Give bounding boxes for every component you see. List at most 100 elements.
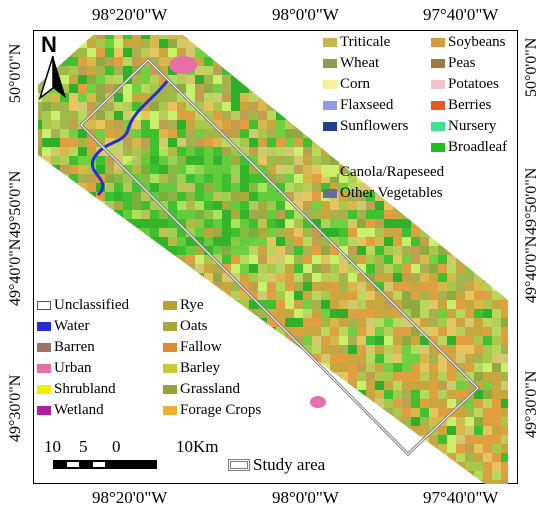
legend-item: Triticale	[323, 33, 408, 51]
legend-item: Broadleaf	[431, 138, 507, 156]
legend-label: Rye	[180, 297, 204, 313]
legend-label: Corn	[340, 76, 370, 92]
legend-item: Water	[37, 317, 129, 335]
legend-item: Barley	[163, 359, 261, 377]
legend-swatch	[323, 188, 337, 198]
legend-item: Soybeans	[431, 33, 507, 51]
legend-item: Oats	[163, 317, 261, 335]
left-latitude-label: 50°0'0"N	[7, 43, 24, 103]
legend-swatch	[431, 37, 445, 47]
legend-label: Water	[54, 318, 90, 334]
legend-swatch	[431, 142, 445, 152]
legend-label: Peas	[448, 55, 476, 71]
legend-item: Sunflowers	[323, 117, 408, 135]
left-latitude-label: 49°30'0"N	[7, 374, 24, 442]
legend-swatch	[163, 405, 177, 415]
legend-label: Urban	[54, 360, 92, 376]
legend-label: Nursery	[448, 118, 497, 134]
right-latitude-label: 49°50'0"N	[523, 167, 540, 235]
legend-label: Barren	[54, 339, 95, 355]
left-latitude-label: 49°50'0"N	[7, 170, 24, 238]
map-frame	[33, 30, 518, 484]
legend-item: Flaxseed	[323, 96, 408, 114]
legend-item: Peas	[431, 54, 507, 72]
right-latitude-label: 49°40'0"N	[523, 235, 540, 303]
top-longitude-label: 98°20'0"W	[92, 5, 168, 24]
legend-swatch	[323, 167, 337, 177]
legend-landcover: Unclassified Water Barren Urban Shrubland Wet…	[37, 296, 267, 426]
legend-label: Unclassified	[54, 297, 129, 313]
legend-item: Wetland	[37, 401, 129, 419]
legend-label: Flaxseed	[340, 97, 394, 113]
legend-swatch	[163, 321, 177, 331]
legend-swatch	[163, 384, 177, 394]
scale-label: 0	[112, 437, 121, 456]
legend-item: Forage Crops	[163, 401, 261, 419]
legend-label: Other Vegetables	[340, 185, 443, 201]
scale-bar: 10 5 0 10Km	[40, 437, 240, 477]
legend-swatch	[323, 58, 337, 68]
legend-swatch	[431, 121, 445, 131]
legend-swatch	[323, 100, 337, 110]
legend-swatch	[323, 37, 337, 47]
legend-label: Berries	[448, 97, 492, 113]
legend-swatch	[37, 300, 51, 310]
legend-swatch	[37, 342, 51, 352]
bottom-longitude-label: 97°40'0"W	[423, 488, 499, 507]
legend-label: Wetland	[54, 402, 104, 418]
legend-swatch	[37, 363, 51, 373]
legend-swatch	[163, 300, 177, 310]
legend-item: Canola/Rapeseed	[323, 163, 444, 181]
legend-swatch	[163, 363, 177, 373]
legend-label: Oats	[180, 318, 208, 334]
legend-swatch	[163, 342, 177, 352]
legend-item: Potatoes	[431, 75, 507, 93]
scale-label: 5	[79, 437, 88, 456]
legend-item: Berries	[431, 96, 507, 114]
legend-item: Corn	[323, 75, 408, 93]
legend-swatch	[323, 79, 337, 89]
urban-area	[310, 396, 326, 408]
legend-item: Barren	[37, 338, 129, 356]
legend-swatch	[37, 384, 51, 394]
legend-swatch	[431, 58, 445, 68]
scale-label: 10Km	[176, 437, 219, 456]
crop-map	[38, 35, 508, 484]
scale-label: 10	[44, 437, 61, 456]
legend-label: Canola/Rapeseed	[340, 164, 445, 180]
legend-item: Shrubland	[37, 380, 129, 398]
legend-swatch	[37, 321, 51, 331]
legend-item: Fallow	[163, 338, 261, 356]
top-longitude-label: 98°0'0"W	[272, 5, 339, 24]
legend-item: Other Vegetables	[323, 184, 444, 202]
legend-item: Grassland	[163, 380, 261, 398]
north-arrow-icon	[38, 56, 66, 100]
legend-label: Broadleaf	[448, 139, 508, 155]
right-latitude-label: 49°30'0"N	[523, 370, 540, 438]
legend-label: Forage Crops	[180, 402, 262, 418]
north-label: N	[41, 32, 57, 57]
legend-swatch	[431, 100, 445, 110]
legend-swatch	[431, 79, 445, 89]
legend-swatch	[323, 121, 337, 131]
legend-label: Shrubland	[54, 381, 116, 397]
right-latitude-label: 50°0'0"N	[523, 37, 540, 97]
legend-label: Potatoes	[448, 76, 499, 92]
study-area-legend: Study area	[228, 455, 325, 475]
legend-label: Triticale	[340, 34, 391, 50]
top-longitude-label: 97°40'0"W	[423, 5, 499, 24]
bottom-longitude-label: 98°20'0"W	[92, 488, 168, 507]
north-arrow: N	[38, 32, 68, 102]
legend-label: Grassland	[180, 381, 240, 397]
urban-area	[169, 56, 197, 74]
legend-item: Unclassified	[37, 296, 129, 314]
legend-item: Wheat	[323, 54, 408, 72]
left-latitude-label: 49°40'0"N	[7, 238, 24, 306]
study-area-swatch-icon	[228, 459, 250, 471]
scale-bar-graphic	[53, 460, 157, 469]
legend-swatch	[37, 405, 51, 415]
broadleaf-cluster	[103, 145, 283, 255]
bottom-longitude-label: 98°0'0"W	[272, 488, 339, 507]
legend-label: Soybeans	[448, 34, 506, 50]
legend-item: Urban	[37, 359, 129, 377]
